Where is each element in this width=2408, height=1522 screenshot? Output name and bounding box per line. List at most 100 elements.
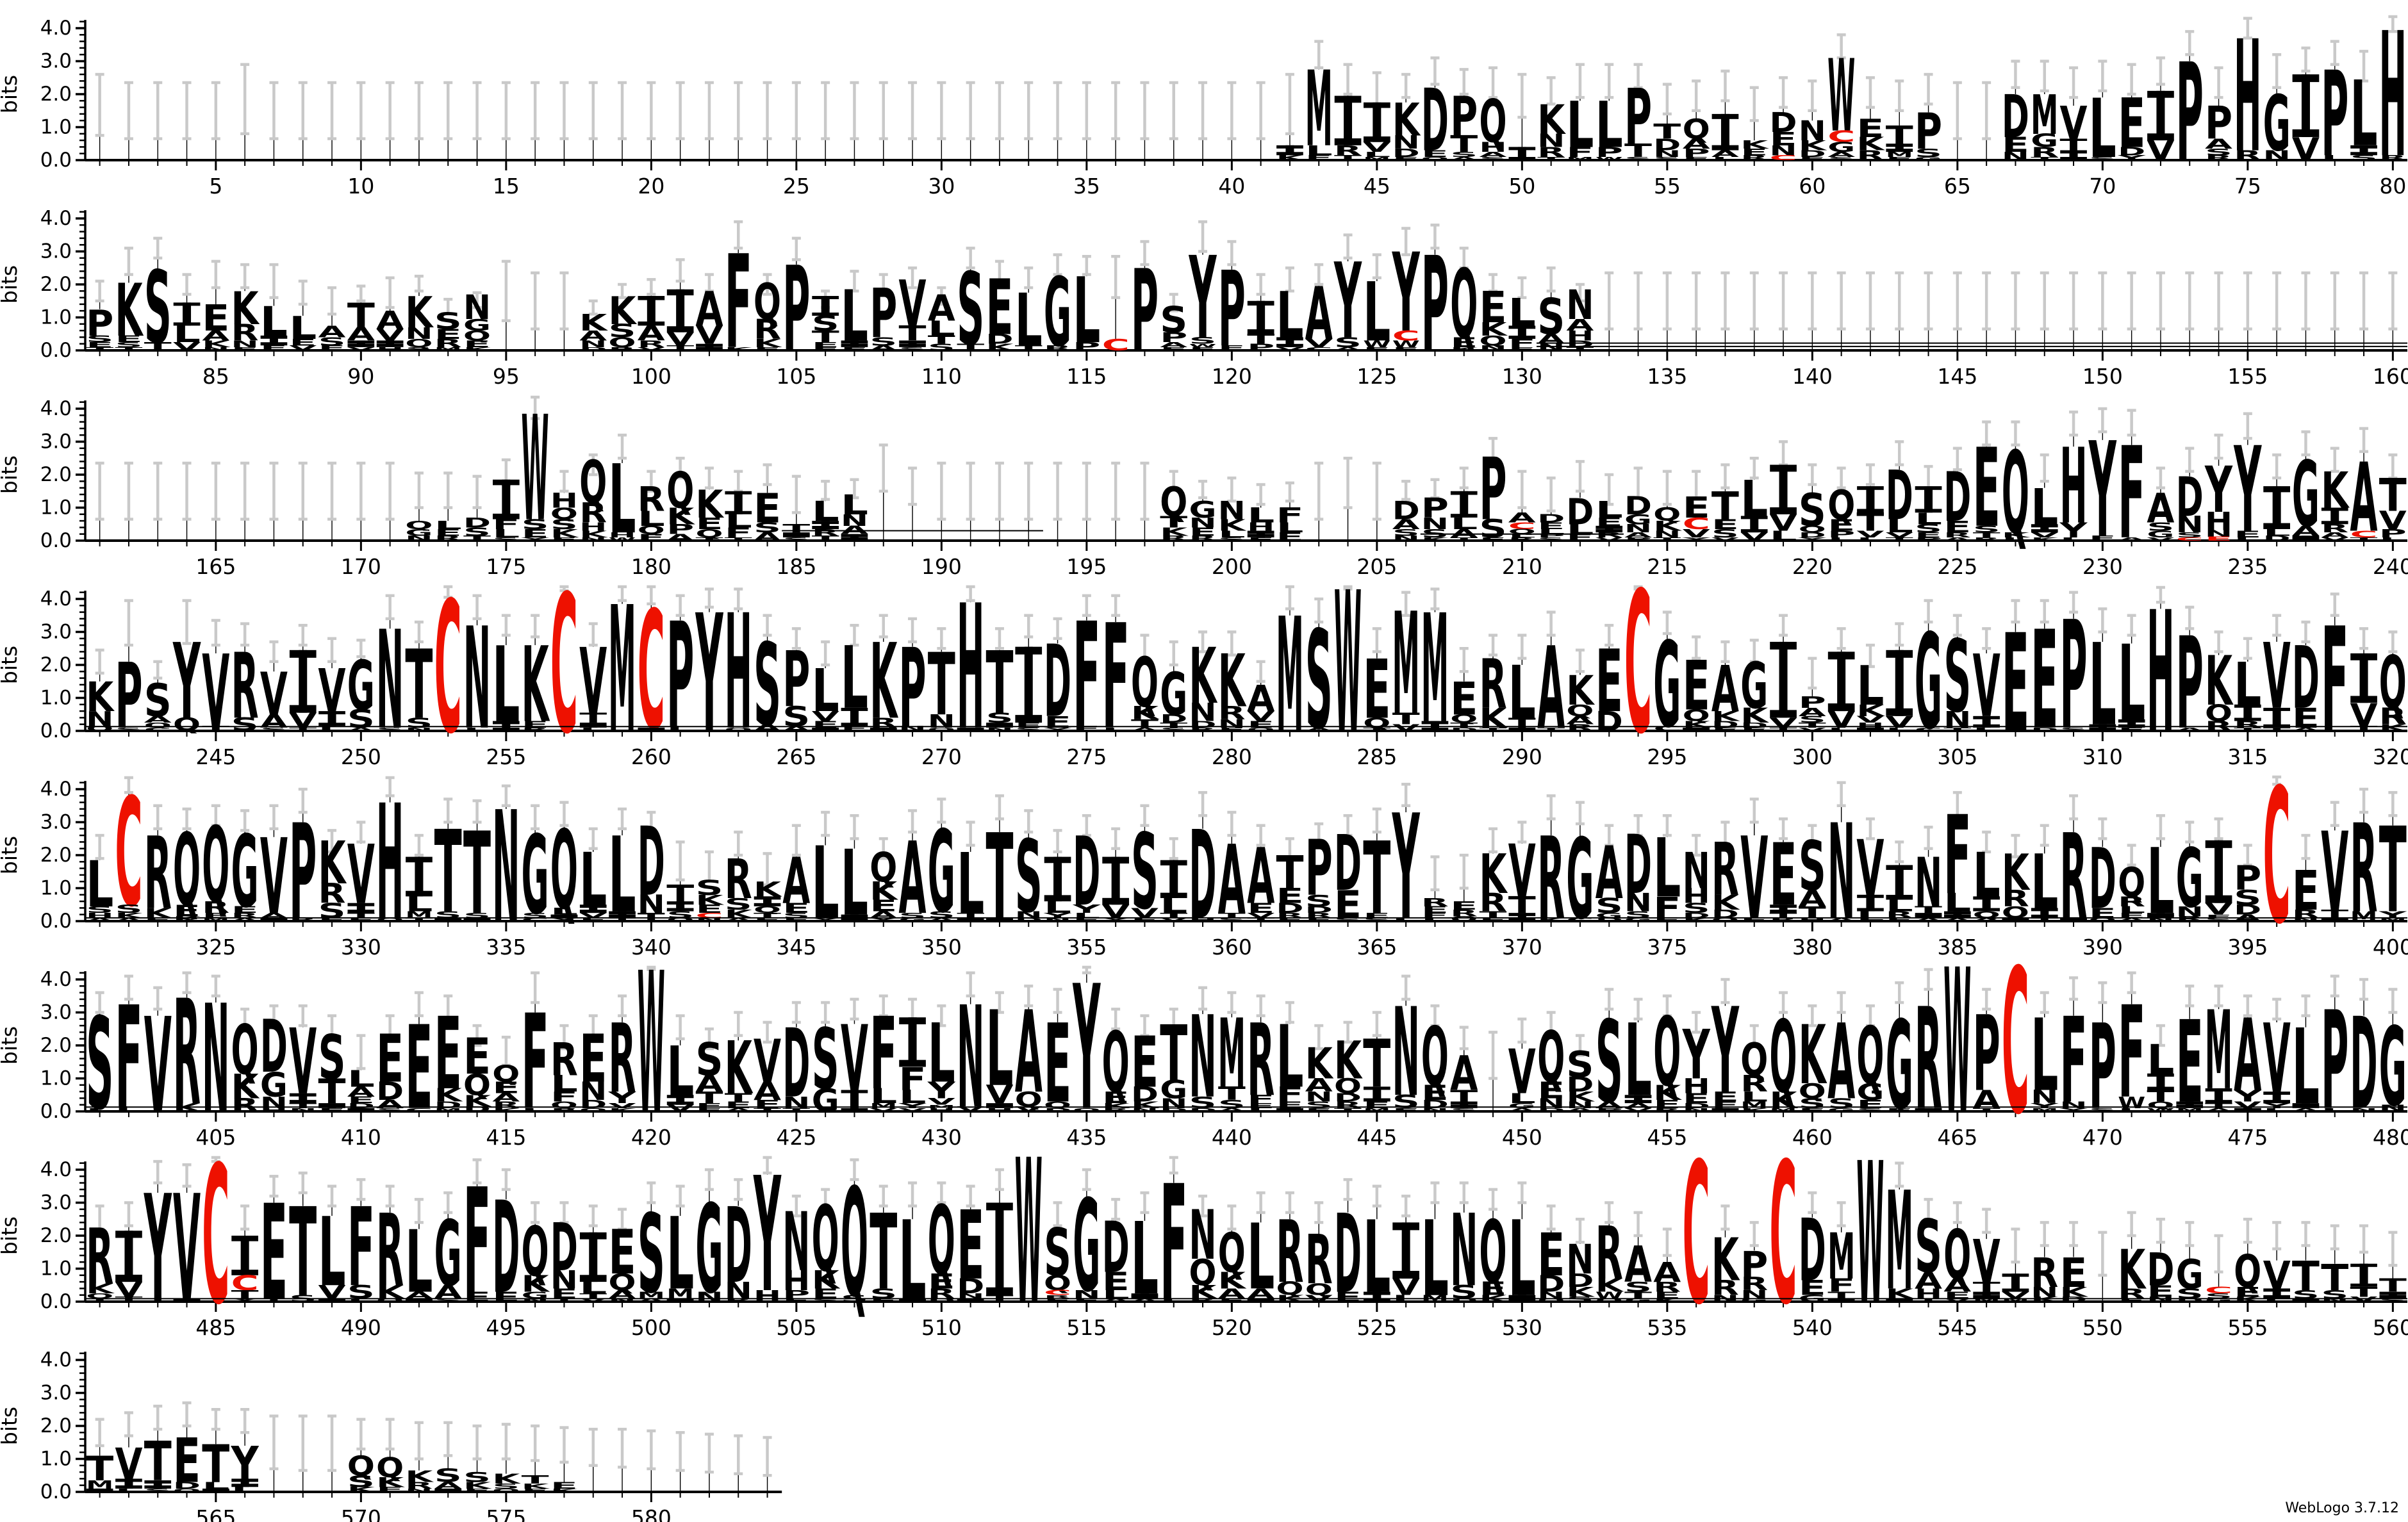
logo-letter: P — [115, 643, 143, 749]
logo-letter: T — [1450, 536, 1478, 541]
logo-letter: Y — [2088, 414, 2117, 567]
logo-letter: A — [1943, 536, 1971, 541]
logo-letter: F — [1247, 536, 1274, 541]
logo-letter: E — [260, 344, 288, 352]
logo-letter: P — [2321, 983, 2348, 1141]
logo-letter — [1857, 728, 1884, 731]
logo-letter: V — [1740, 813, 1768, 944]
logo-letter: S — [1450, 1107, 1478, 1112]
logo-letter: T — [2234, 726, 2261, 732]
logo-letter: W — [1015, 1118, 1043, 1349]
logo-letter — [406, 857, 433, 897]
logo-letter: V — [1015, 1105, 1043, 1113]
logo-letter: K — [1276, 154, 1305, 161]
weblogo-version-label: WebLogo 3.7.12 — [2285, 1500, 2399, 1516]
logo-letter: T — [1334, 1107, 1362, 1112]
logo-letter: D — [2031, 726, 2058, 732]
logo-letter: T — [1653, 536, 1681, 541]
logo-letter: W — [1334, 551, 1362, 777]
logo-letter: E — [754, 346, 781, 351]
logo-letter: L — [1973, 726, 2000, 732]
logo-letter — [1770, 642, 1797, 717]
logo-letter: E — [318, 344, 346, 352]
logo-letter: D — [1596, 706, 1623, 737]
logo-letter: T — [986, 809, 1014, 946]
logo-letter: N — [986, 726, 1014, 732]
y-tick-label: 1.0 — [40, 687, 72, 710]
logo-letter: R — [2379, 154, 2407, 161]
logo-letter: A — [1218, 1107, 1246, 1112]
logo-letter — [1392, 1222, 1419, 1279]
logo-letter: C — [434, 564, 462, 774]
y-tick-label: 3.0 — [40, 621, 72, 644]
logo-letter: R — [2176, 915, 2204, 922]
logo-letter: S — [1624, 156, 1652, 161]
logo-letter: N — [405, 726, 433, 732]
y-axis-label: bits — [0, 455, 22, 494]
logo-letter: M — [1363, 1107, 1390, 1112]
y-tick-label: 4.0 — [40, 587, 72, 610]
logo-letter: S — [2089, 156, 2116, 161]
logo-letter: L — [2118, 1107, 2145, 1112]
logo-letter — [638, 296, 665, 325]
logo-letter: T — [1943, 726, 1971, 732]
logo-letter: S — [928, 342, 955, 352]
logo-letter: T — [754, 1107, 781, 1112]
logo-letter: S — [1480, 156, 1507, 161]
logo-letter: V — [1624, 1107, 1652, 1112]
logo-letter — [1509, 147, 1536, 160]
logo-letter: K — [1421, 536, 1450, 541]
logo-letter: P — [1131, 245, 1159, 377]
logo-letter: H — [2379, 0, 2407, 196]
logo-letter: E — [1886, 1107, 1913, 1112]
logo-letter — [1915, 1108, 1942, 1111]
logo-letter: S — [1305, 602, 1333, 760]
logo-letter: V — [144, 990, 172, 1143]
logo-letter: M — [2176, 1107, 2204, 1112]
y-tick-label: 2.0 — [40, 1414, 72, 1437]
logo-letter: P — [1247, 342, 1274, 352]
logo-letter: P — [289, 796, 317, 949]
y-tick-label: 3.0 — [40, 240, 72, 263]
logo-letter: A — [1131, 726, 1159, 732]
logo-letter: W — [609, 536, 636, 541]
logo-letter: E — [1276, 530, 1304, 544]
logo-letter: N — [1683, 1107, 1710, 1112]
logo-letter: E — [1740, 726, 1768, 732]
logo-letter: N — [2379, 1103, 2407, 1113]
logo-letter: C — [1770, 1122, 1797, 1348]
logo-letter: S — [1827, 156, 1855, 161]
y-tick-label: 1.0 — [40, 1448, 72, 1471]
logo-letter: R — [1740, 154, 1768, 161]
logo-letter: A — [725, 1107, 752, 1112]
logo-letter: R — [1189, 726, 1217, 732]
logo-letter: S — [899, 346, 927, 351]
logo-letter: L — [2060, 536, 2088, 541]
logo-letter: T — [666, 344, 694, 352]
logo-letter: E — [405, 1002, 433, 1136]
logo-letter: L — [579, 726, 607, 732]
logo-letter: E — [1305, 1107, 1333, 1112]
logo-letter: Y — [1392, 785, 1421, 953]
logo-letter: L — [1247, 1107, 1274, 1112]
x-tick-label: 570 — [341, 1505, 381, 1522]
logo-letter: Q — [841, 1158, 868, 1330]
logo-letter: Q — [928, 726, 955, 732]
logo-letter: E — [1160, 346, 1187, 351]
logo-letter: G — [1827, 1107, 1855, 1112]
logo-letter: N — [1827, 796, 1855, 949]
y-tick-label: 0.0 — [40, 1100, 72, 1123]
logo-letter: N — [376, 602, 404, 760]
logo-letter: C — [2002, 928, 2029, 1159]
logo-letter: D — [1044, 1107, 1071, 1112]
logo-letter: K — [2379, 723, 2408, 733]
logo-letter: Q — [1247, 726, 1274, 732]
y-tick-label: 3.0 — [40, 811, 72, 834]
logo-letter: D — [1189, 805, 1217, 947]
logo-letter — [348, 1108, 375, 1111]
logo-letter: E — [550, 536, 578, 541]
